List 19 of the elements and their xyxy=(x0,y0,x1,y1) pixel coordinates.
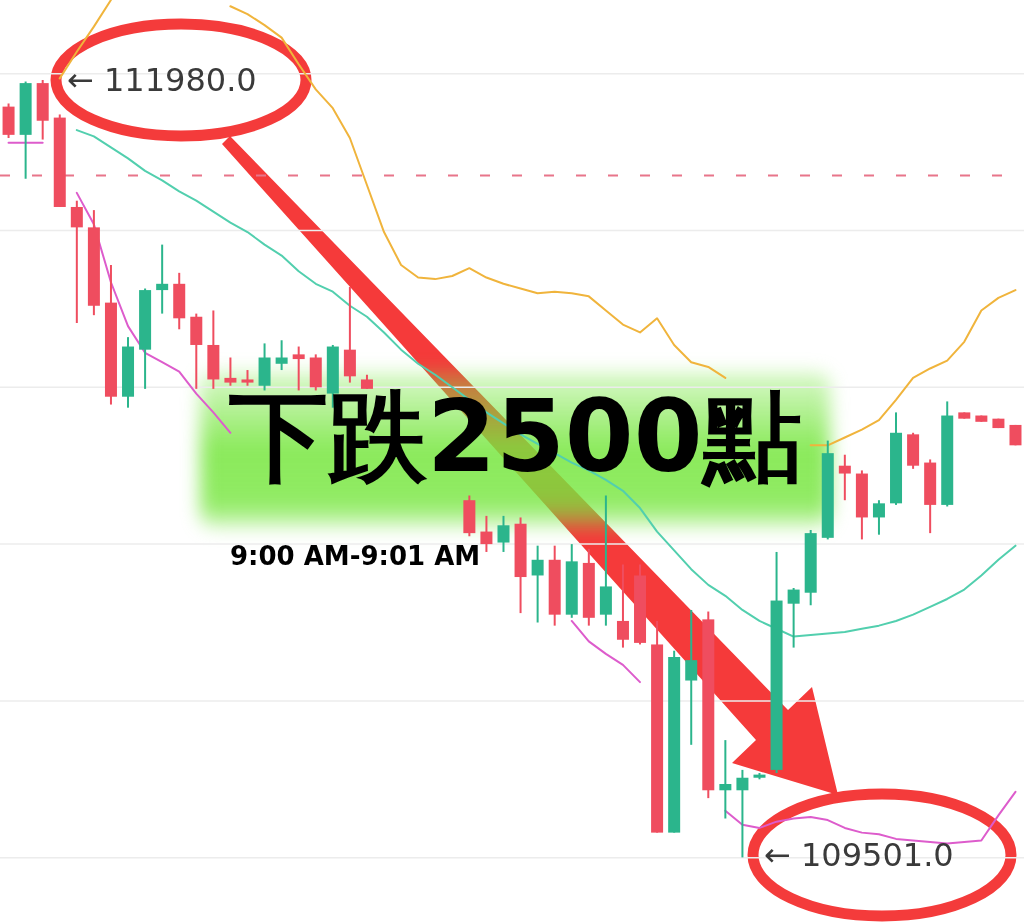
text: 9:00 AM-9:01 AM xyxy=(230,540,481,572)
candlestick xyxy=(224,356,237,387)
candlestick xyxy=(616,563,629,649)
candlestick xyxy=(70,199,83,325)
candlestick xyxy=(292,345,305,392)
candlestick xyxy=(497,514,510,553)
candlestick xyxy=(719,739,732,820)
candlestick xyxy=(480,514,493,553)
annotation: ← 111980.0 xyxy=(67,61,257,99)
candlestick xyxy=(531,544,544,624)
candlestick xyxy=(736,768,749,859)
candlestick xyxy=(838,453,851,502)
candlestick xyxy=(275,339,288,372)
annotation: ← 109501.0 xyxy=(764,836,954,874)
candlestick xyxy=(787,587,800,649)
candlestick xyxy=(872,499,885,536)
candlestick xyxy=(156,243,169,315)
candlestick xyxy=(685,608,698,746)
text: 下跌2500點 xyxy=(229,379,802,494)
